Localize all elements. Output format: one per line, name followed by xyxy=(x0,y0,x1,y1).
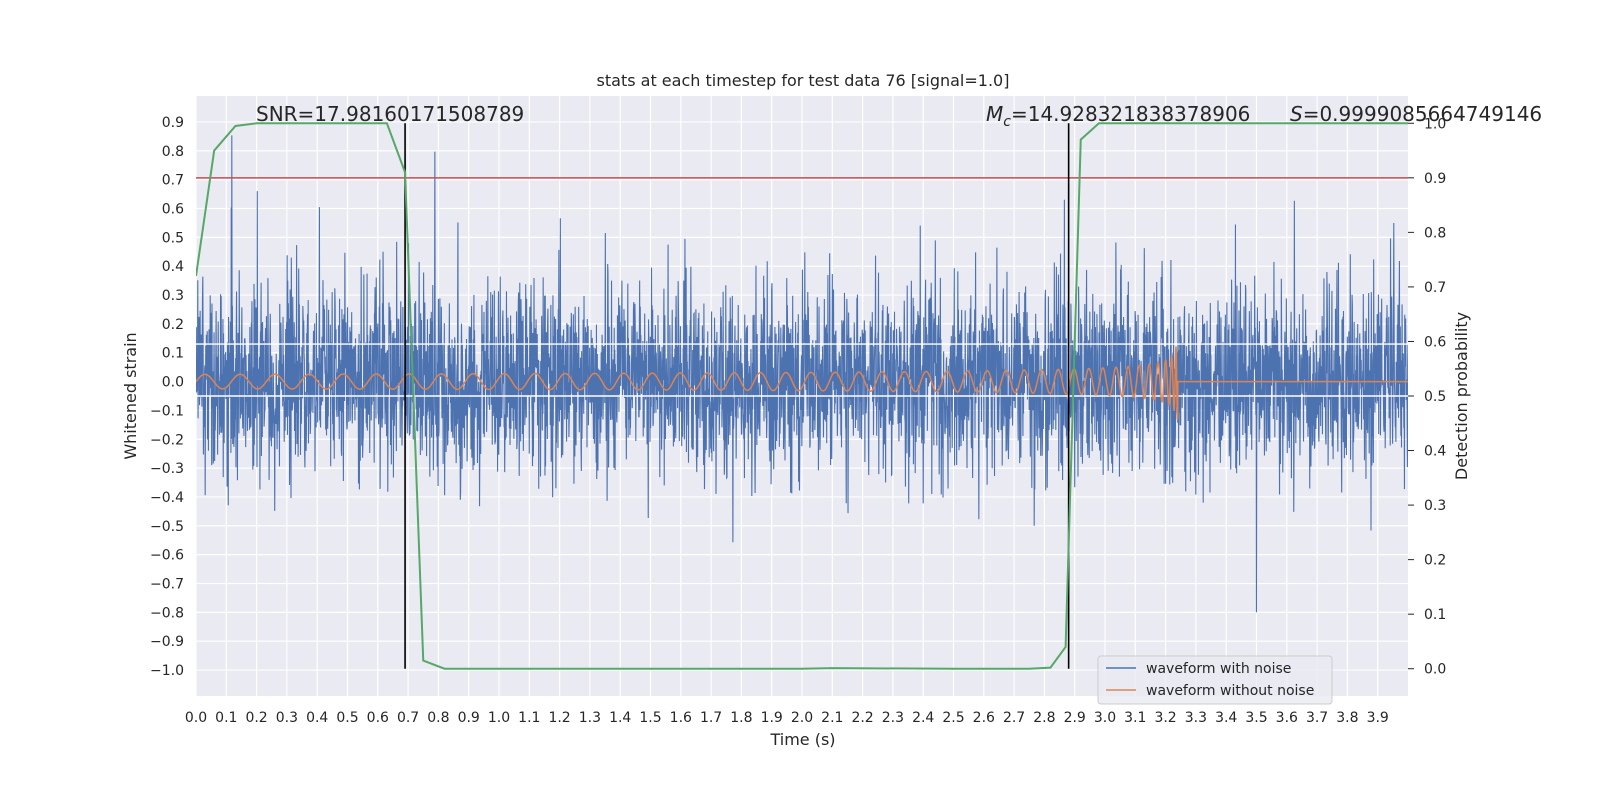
y-axis-label: Whitened strain xyxy=(121,332,140,459)
y-tick-label: −0.6 xyxy=(150,548,184,564)
y2-tick-label: 0.7 xyxy=(1424,280,1446,296)
x-tick-label: 1.5 xyxy=(639,710,661,726)
y-tick-label: 0.3 xyxy=(162,288,184,304)
series-waveform-with-noise xyxy=(196,135,1408,613)
y-tick-label: −0.1 xyxy=(150,403,184,419)
x-axis-ticks: 0.0 0.1 0.2 0.3 0.4 0.5 0.6 0.7 0.8 0.9 1.0 1.1 1.2 1… xyxy=(185,710,1389,726)
y2-tick-label: 0.6 xyxy=(1424,334,1446,350)
x-tick-label: 3.6 xyxy=(1276,710,1298,726)
legend-label-clean: waveform without noise xyxy=(1146,683,1314,699)
y-tick-label: 0.7 xyxy=(162,173,184,189)
legend: waveform with noise waveform without noi… xyxy=(1097,655,1333,705)
y-tick-label: −1.0 xyxy=(150,663,184,679)
x-tick-label: 3.9 xyxy=(1367,710,1389,726)
y-tick-label: 0.6 xyxy=(162,202,184,218)
x-tick-label: 0.9 xyxy=(458,710,480,726)
y-tick-label: 0.5 xyxy=(162,230,184,246)
x-tick-label: 2.0 xyxy=(791,710,813,726)
y-tick-label: 0.8 xyxy=(162,144,184,160)
x-tick-label: 1.8 xyxy=(730,710,752,726)
mc-value: =14.928321838378906 xyxy=(1011,102,1250,126)
x-tick-label: 1.2 xyxy=(548,710,570,726)
x-tick-label: 0.2 xyxy=(245,710,267,726)
x-tick-label: 1.6 xyxy=(670,710,692,726)
y-tick-label: −0.5 xyxy=(150,519,184,535)
x-tick-label: 3.4 xyxy=(1215,710,1237,726)
snr-annotation: SNR=17.98160171508789 xyxy=(256,102,524,126)
x-tick-label: 3.7 xyxy=(1306,710,1328,726)
y-tick-label: 0.9 xyxy=(162,115,184,131)
x-tick-label: 3.8 xyxy=(1336,710,1358,726)
probability-line xyxy=(196,122,1408,670)
x-tick-label: 2.9 xyxy=(1064,710,1086,726)
y-tick-label: −0.2 xyxy=(150,432,184,448)
x-tick-label: 1.7 xyxy=(700,710,722,726)
x-tick-label: 3.5 xyxy=(1245,710,1267,726)
x-tick-label: 0.6 xyxy=(367,710,389,726)
x-tick-label: 2.7 xyxy=(1003,710,1025,726)
noise-waveform-line xyxy=(196,135,1408,613)
x-tick-label: 0.0 xyxy=(185,710,207,726)
y-tick-label: −0.7 xyxy=(150,577,184,593)
y2-tick-label: 0.9 xyxy=(1424,171,1446,187)
x-tick-label: 1.4 xyxy=(609,710,631,726)
y-tick-label: −0.3 xyxy=(150,461,184,477)
x-tick-label: 0.8 xyxy=(427,710,449,726)
y2-tick-label: 0.0 xyxy=(1424,662,1446,678)
x-tick-label: 1.0 xyxy=(488,710,510,726)
y-tick-label: 0.0 xyxy=(162,375,184,391)
plot-area xyxy=(196,122,1408,670)
y2-tick-label: 0.3 xyxy=(1424,498,1446,514)
y-tick-label: −0.8 xyxy=(150,605,184,621)
x-tick-label: 2.2 xyxy=(851,710,873,726)
y2-axis-ticks: 1.0 0.9 0.8 0.7 0.6 0.5 0.4 0.3 0.2 0.1 0.0 xyxy=(1408,116,1446,678)
mc-subscript: c xyxy=(1003,114,1011,130)
x-tick-label: 3.1 xyxy=(1124,710,1146,726)
y2-axis-label: Detection probability xyxy=(1452,312,1471,480)
x-axis-label: Time (s) xyxy=(769,730,835,749)
clean-waveform-line xyxy=(196,346,1408,421)
x-tick-label: 1.3 xyxy=(579,710,601,726)
x-tick-label: 2.8 xyxy=(1033,710,1055,726)
y2-tick-label: 1.0 xyxy=(1424,116,1446,132)
y2-tick-label: 0.2 xyxy=(1424,553,1446,569)
y-axis-ticks: 0.9 0.8 0.7 0.6 0.5 0.4 0.3 0.2 0.1 0.0 −0.1 −0.2 −0… xyxy=(150,115,184,679)
x-tick-label: 0.4 xyxy=(306,710,328,726)
series-detection-probability xyxy=(196,122,1408,670)
x-tick-label: 0.3 xyxy=(276,710,298,726)
y2-tick-label: 0.1 xyxy=(1424,607,1446,623)
y-tick-label: 0.4 xyxy=(162,259,184,275)
y-tick-label: 0.2 xyxy=(162,317,184,333)
x-tick-label: 2.4 xyxy=(912,710,934,726)
y2-tick-label: 0.8 xyxy=(1424,225,1446,241)
x-tick-label: 3.3 xyxy=(1185,710,1207,726)
chart-title: stats at each timestep for test data 76 … xyxy=(597,71,1010,90)
mc-annotation: Mc=14.928321838378906 xyxy=(986,102,1250,130)
y2-tick-label: 0.5 xyxy=(1424,389,1446,405)
legend-box xyxy=(1097,655,1333,705)
y-tick-label: −0.4 xyxy=(150,490,184,506)
x-tick-label: 1.9 xyxy=(761,710,783,726)
y2-tick-label: 0.4 xyxy=(1424,444,1446,460)
x-tick-label: 2.1 xyxy=(821,710,843,726)
s-symbol: S xyxy=(1290,102,1303,126)
white-band-lines xyxy=(196,343,1408,397)
series-waveform-without-noise xyxy=(196,346,1408,421)
legend-label-noise: waveform with noise xyxy=(1146,661,1291,677)
x-tick-label: 0.5 xyxy=(336,710,358,726)
x-tick-label: 2.3 xyxy=(882,710,904,726)
x-tick-label: 1.1 xyxy=(518,710,540,726)
x-tick-label: 2.6 xyxy=(973,710,995,726)
y-tick-label: −0.9 xyxy=(150,634,184,650)
x-tick-label: 3.2 xyxy=(1154,710,1176,726)
y-tick-label: 0.1 xyxy=(162,346,184,362)
mc-symbol: M xyxy=(986,102,1003,126)
x-tick-label: 2.5 xyxy=(942,710,964,726)
x-tick-label: 3.0 xyxy=(1094,710,1116,726)
x-tick-label: 0.1 xyxy=(215,710,237,726)
x-tick-label: 0.7 xyxy=(397,710,419,726)
s-value: =0.9999085664749146 xyxy=(1303,102,1542,126)
s-annotation: S=0.9999085664749146 xyxy=(1290,102,1542,126)
